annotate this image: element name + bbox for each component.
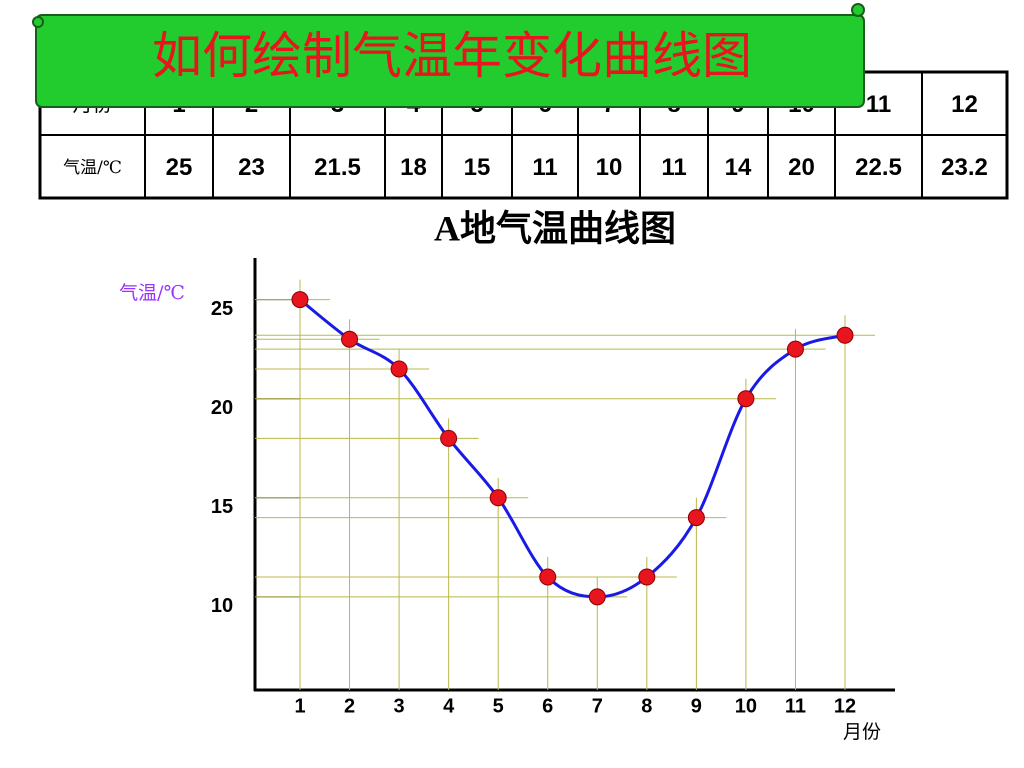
data-point <box>836 326 854 344</box>
x-tick-label: 11 <box>785 695 806 717</box>
data-point <box>539 568 557 586</box>
data-point <box>687 509 705 527</box>
data-point <box>786 340 804 358</box>
x-tick-label: 1 <box>294 695 305 717</box>
table-cell: 22.5 <box>855 154 902 181</box>
x-tick-label: 6 <box>542 695 553 717</box>
table-cell: 10 <box>596 154 623 181</box>
data-point <box>390 360 408 378</box>
data-point <box>440 429 458 447</box>
y-tick-label: 15 <box>211 496 233 518</box>
table-cell: 11 <box>661 154 686 181</box>
table-cell: 气温/℃ <box>63 158 122 178</box>
x-tick-label: 12 <box>834 695 856 717</box>
y-tick-label: 25 <box>211 298 233 320</box>
data-point <box>489 489 507 507</box>
chart-title: A地气温曲线图 <box>434 208 676 248</box>
table-cell: 11 <box>532 154 557 181</box>
data-point <box>638 568 656 586</box>
x-tick-label: 4 <box>443 695 455 717</box>
y-axis-label: 气温/℃ <box>119 282 185 304</box>
banner-scroll <box>35 14 865 108</box>
x-tick-label: 7 <box>592 695 603 717</box>
banner: 如何绘制气温年变化曲线图 <box>32 3 865 108</box>
temperature-curve <box>299 298 846 599</box>
data-point <box>737 390 755 408</box>
x-tick-label: 9 <box>691 695 702 717</box>
table-cell: 20 <box>788 154 815 181</box>
x-tick-label: 5 <box>493 695 504 717</box>
table-cell: 25 <box>166 154 193 181</box>
banner-title: 如何绘制气温年变化曲线图 <box>152 27 752 85</box>
x-tick-label: 2 <box>344 695 355 717</box>
table-cell: 18 <box>400 154 427 181</box>
scroll-end <box>32 16 44 28</box>
y-tick-label: 10 <box>211 595 233 617</box>
y-tick-label: 20 <box>211 397 233 419</box>
table-cell: 23.2 <box>941 154 988 181</box>
table-cell: 23 <box>238 154 265 181</box>
x-axis-label: 月份 <box>843 721 881 743</box>
x-tick-label: 3 <box>394 695 405 717</box>
x-tick-label: 8 <box>641 695 652 717</box>
data-point <box>588 588 606 606</box>
data-point <box>291 291 309 309</box>
table-cell: 14 <box>725 154 752 181</box>
scroll-end <box>851 3 865 17</box>
table-cell: 15 <box>464 154 491 181</box>
table-cell: 12 <box>951 91 978 118</box>
table-cell: 21.5 <box>314 154 361 181</box>
table-cell: 11 <box>866 91 891 118</box>
data-point <box>341 330 359 348</box>
x-tick-label: 10 <box>735 695 757 717</box>
